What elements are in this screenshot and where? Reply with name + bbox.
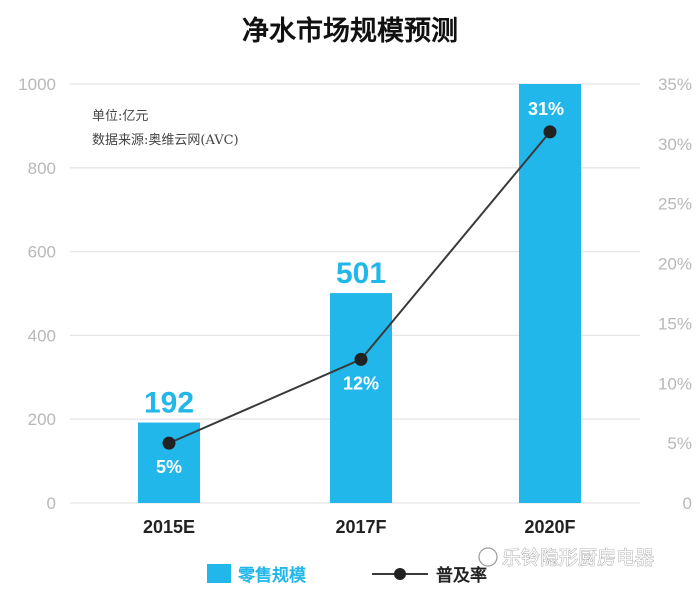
line-point-label: 12% bbox=[343, 373, 379, 393]
y-left-tick-label: 200 bbox=[28, 410, 56, 429]
y-right-tick-label: 20% bbox=[658, 255, 692, 274]
y-right-tick-label: 0 bbox=[683, 494, 692, 513]
bar bbox=[138, 422, 200, 503]
x-axis: 2015E 2017F 2020F bbox=[143, 517, 576, 537]
y-right-tick-label: 5% bbox=[667, 434, 692, 453]
x-tick-label: 2017F bbox=[335, 517, 386, 537]
line-point-label: 5% bbox=[156, 457, 182, 477]
wechat-icon bbox=[478, 547, 498, 567]
y-right-tick-label: 35% bbox=[658, 75, 692, 94]
y-left-tick-label: 600 bbox=[28, 243, 56, 262]
y-right-tick-label: 10% bbox=[658, 374, 692, 393]
y-left-tick-label: 800 bbox=[28, 159, 56, 178]
bar bbox=[330, 293, 392, 503]
bars: 192 501 bbox=[138, 84, 581, 503]
x-tick-label: 2015E bbox=[143, 517, 195, 537]
line-point-label: 31% bbox=[528, 99, 564, 119]
legend-line-label: 普及率 bbox=[436, 565, 487, 586]
unit-note: 单位:亿元 bbox=[92, 109, 148, 124]
y-axis-left: 0 200 400 600 800 1000 bbox=[18, 75, 56, 513]
legend-bar-swatch bbox=[207, 564, 231, 583]
x-tick-label: 2020F bbox=[524, 517, 575, 537]
y-right-tick-label: 25% bbox=[658, 195, 692, 214]
line-point bbox=[543, 125, 557, 139]
bar bbox=[519, 84, 581, 503]
y-axis-right: 0 5% 10% 15% 20% 25% 30% 35% bbox=[658, 75, 692, 513]
line-point bbox=[162, 436, 176, 450]
bar-value-label: 192 bbox=[144, 387, 194, 420]
watermark: 乐铃隐形厨房电器 bbox=[478, 547, 654, 569]
legend: 零售规模 普及率 bbox=[207, 564, 487, 586]
legend-bar-label: 零售规模 bbox=[237, 565, 307, 586]
y-left-tick-label: 400 bbox=[28, 326, 56, 345]
bar-value-label: 501 bbox=[336, 257, 386, 290]
source-note: 数据来源:奥维云网(AVC) bbox=[92, 133, 239, 148]
watermark-text: 乐铃隐形厨房电器 bbox=[502, 547, 654, 569]
y-right-tick-label: 30% bbox=[658, 135, 692, 154]
notes: 单位:亿元 数据来源:奥维云网(AVC) bbox=[92, 109, 239, 148]
line-series: 5% 12% 31% bbox=[156, 99, 564, 477]
y-left-tick-label: 1000 bbox=[18, 75, 56, 94]
chart-title: 净水市场规模预测 bbox=[242, 15, 458, 47]
y-right-tick-label: 15% bbox=[658, 314, 692, 333]
y-left-tick-label: 0 bbox=[47, 494, 56, 513]
line-point bbox=[354, 352, 368, 366]
legend-line-marker bbox=[394, 568, 406, 580]
